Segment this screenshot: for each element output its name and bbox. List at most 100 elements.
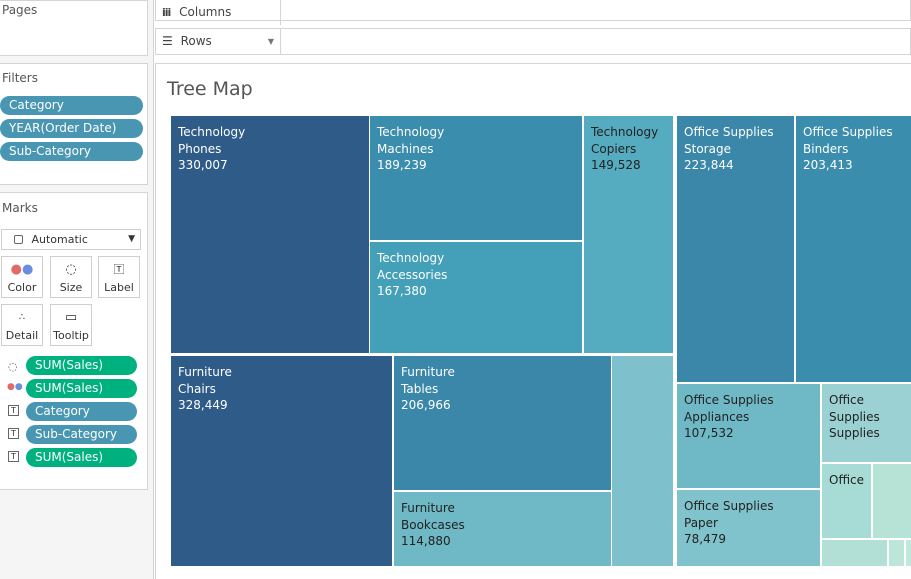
tile-category: Office Supplies [684, 499, 774, 513]
viz-title: Tree Map [167, 78, 253, 100]
tile-furniture-chairs[interactable]: Furniture Chairs 328,449 [171, 356, 392, 566]
tile-technology-phones[interactable]: Technology Phones 330,007 [171, 116, 369, 353]
tile-office-supplies-tiny-3[interactable] [889, 540, 904, 566]
label-field-pill-subcategory[interactable]: Sub-Category [26, 425, 137, 444]
tile-office-supplies-binders[interactable]: Office Supplies Binders 203,413 [796, 116, 911, 382]
tile-office-supplies-storage[interactable]: Office Supplies Storage 223,844 [677, 116, 794, 382]
tile-technology-accessories[interactable]: Technology Accessories 167,380 [370, 242, 582, 353]
rows-shelf[interactable]: ☰ Rows ▼ [155, 28, 911, 55]
tile-value: 149,528 [591, 158, 641, 172]
size-field-pill[interactable]: SUM(Sales) [26, 356, 137, 375]
size-button-label: Size [59, 281, 83, 294]
tile-office-supplies-tiny-2[interactable] [822, 540, 887, 566]
color-dots-icon: ●● [10, 262, 34, 277]
tile-subcategory: Tables [401, 381, 439, 396]
detail-dots-icon: ∴ [18, 312, 26, 323]
tile-value: 114,880 [401, 534, 451, 548]
tile-line-3: Supplies [829, 426, 880, 440]
tooltip-button-label: Tooltip [53, 329, 89, 342]
filter-pill-subcategory[interactable]: Sub-Category [0, 142, 143, 161]
dropdown-arrow-icon: ▼ [128, 234, 135, 244]
tile-subcategory: Copiers [591, 141, 637, 156]
tile-office-supplies-tiny-4[interactable] [906, 540, 911, 566]
tile-subcategory: Storage [684, 141, 731, 156]
detail-button[interactable]: ∴ Detail [1, 304, 43, 346]
color-field-icon: ●● [7, 382, 23, 392]
tile-category: Technology [377, 125, 445, 139]
tile-subcategory: Appliances [684, 409, 750, 424]
tile-value: 107,532 [684, 426, 734, 440]
tile-subcategory: Phones [178, 141, 222, 156]
tile-value: 330,007 [178, 158, 228, 172]
tile-office-supplies-supplies[interactable]: Office Supplies Supplies [822, 384, 911, 462]
tile-furniture-furnishings[interactable] [612, 356, 673, 566]
tile-category: Furniture [401, 365, 455, 379]
tile-subcategory: Paper [684, 515, 718, 530]
tile-category: Office Supplies [803, 125, 893, 139]
marks-card: Marks Automatic ▼ ●● Color ◌ Size 🅃 Labe… [0, 192, 148, 490]
tile-category: Furniture [178, 365, 232, 379]
tile-category: Furniture [401, 501, 455, 515]
label-field-icon-1: T [8, 405, 19, 416]
tile-value: 78,479 [684, 532, 726, 546]
label-button-label: Label [104, 281, 134, 294]
rows-dropdown-icon: ▼ [267, 37, 274, 46]
filters-title: Filters [2, 71, 38, 85]
tile-subcategory: Accessories [377, 267, 448, 282]
text-label-icon: 🅃 [113, 263, 125, 276]
columns-shelf[interactable]: iii Columns [155, 0, 911, 25]
tile-category: Office Supplies [684, 393, 774, 407]
tile-office-supplies-small[interactable]: Office [822, 464, 871, 538]
tile-value: 167,380 [377, 284, 427, 298]
tile-value: 189,239 [377, 158, 427, 172]
tile-category: Technology [178, 125, 246, 139]
tile-value: 328,449 [178, 398, 228, 412]
viz-area: Tree Map Technology Phones 330,007 Techn… [155, 63, 911, 579]
columns-icon: iii [162, 6, 171, 19]
size-icon: ◌ [65, 262, 77, 277]
mark-type-dropdown[interactable]: Automatic ▼ [1, 229, 141, 250]
tile-subcategory: Binders [803, 141, 849, 156]
tile-line-2: Supplies [829, 409, 880, 424]
size-field-icon: ◌ [8, 360, 18, 373]
color-button[interactable]: ●● Color [1, 256, 43, 298]
label-field-icon-2: T [8, 428, 19, 439]
tile-value: 206,966 [401, 398, 451, 412]
tile-office-supplies-tiny-1[interactable] [873, 464, 911, 538]
label-field-pill-sales[interactable]: SUM(Sales) [26, 448, 137, 467]
filters-card: Filters Category YEAR(Order Date) Sub-Ca… [0, 63, 148, 185]
left-panel: Pages Filters Category YEAR(Order Date) … [0, 0, 154, 579]
tile-category: Office Supplies [684, 125, 774, 139]
tile-subcategory: Machines [377, 141, 434, 156]
columns-label-text: Columns [179, 5, 232, 19]
tooltip-button[interactable]: ▭ Tooltip [50, 304, 92, 346]
label-button[interactable]: 🅃 Label [98, 256, 140, 298]
pages-title: Pages [2, 3, 38, 17]
tile-value: 203,413 [803, 158, 853, 172]
tile-line-1: Office [829, 473, 865, 487]
tile-subcategory: Chairs [178, 381, 216, 396]
speech-bubble-icon: ▭ [64, 310, 78, 325]
tile-office-supplies-appliances[interactable]: Office Supplies Appliances 107,532 [677, 384, 820, 488]
tile-technology-machines[interactable]: Technology Machines 189,239 [370, 116, 582, 240]
pages-card: Pages [0, 0, 148, 56]
tile-office-supplies-paper[interactable]: Office Supplies Paper 78,479 [677, 490, 820, 566]
rows-label-text: Rows [180, 34, 212, 48]
filter-pill-year[interactable]: YEAR(Order Date) [0, 119, 143, 138]
tile-subcategory: Bookcases [401, 517, 465, 532]
filter-pill-category[interactable]: Category [0, 96, 143, 115]
columns-shelf-label: iii Columns [156, 0, 281, 25]
tile-technology-copiers[interactable]: Technology Copiers 149,528 [584, 116, 673, 353]
tile-category: Technology [591, 125, 659, 139]
label-field-pill-category[interactable]: Category [26, 402, 137, 421]
color-field-pill[interactable]: SUM(Sales) [26, 379, 137, 398]
tile-furniture-bookcases[interactable]: Furniture Bookcases 114,880 [394, 492, 611, 566]
tile-category: Technology [377, 251, 445, 265]
tile-line-1: Office [829, 393, 865, 407]
square-mark-icon [14, 235, 23, 244]
size-button[interactable]: ◌ Size [50, 256, 92, 298]
tile-furniture-tables[interactable]: Furniture Tables 206,966 [394, 356, 611, 490]
label-field-icon-3: T [8, 451, 19, 462]
rows-shelf-label: ☰ Rows ▼ [156, 29, 281, 54]
tile-value: 223,844 [684, 158, 734, 172]
